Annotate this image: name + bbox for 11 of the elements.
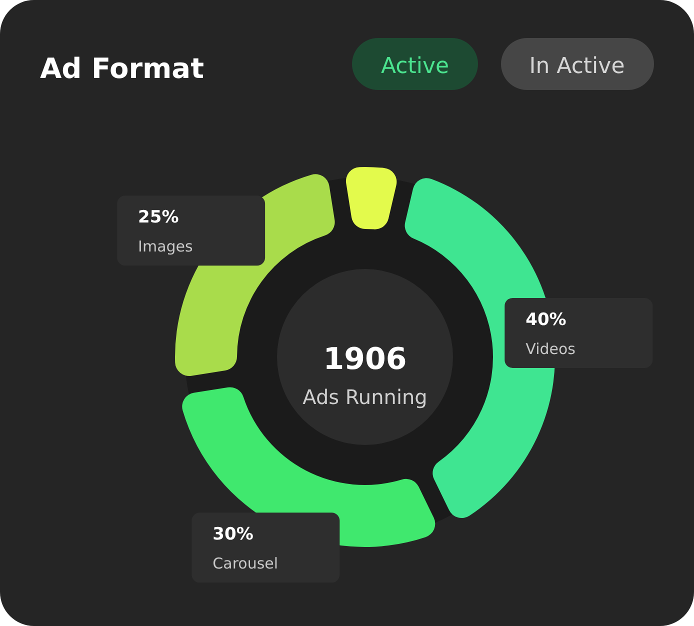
data-label: 25% [138, 208, 179, 228]
slice-label: Videos [526, 340, 576, 358]
text: Ads Running [302, 385, 428, 409]
data-label: 30% [212, 524, 254, 545]
data-label: 40% [526, 310, 566, 330]
inactive-toggle: In Active [501, 38, 654, 90]
slice-label: Images [138, 238, 194, 256]
active-toggle: Active [352, 38, 478, 90]
chart-title: Ad Format [40, 52, 204, 85]
text: 1906 [323, 342, 407, 377]
slice-label: Carousel [212, 554, 278, 573]
